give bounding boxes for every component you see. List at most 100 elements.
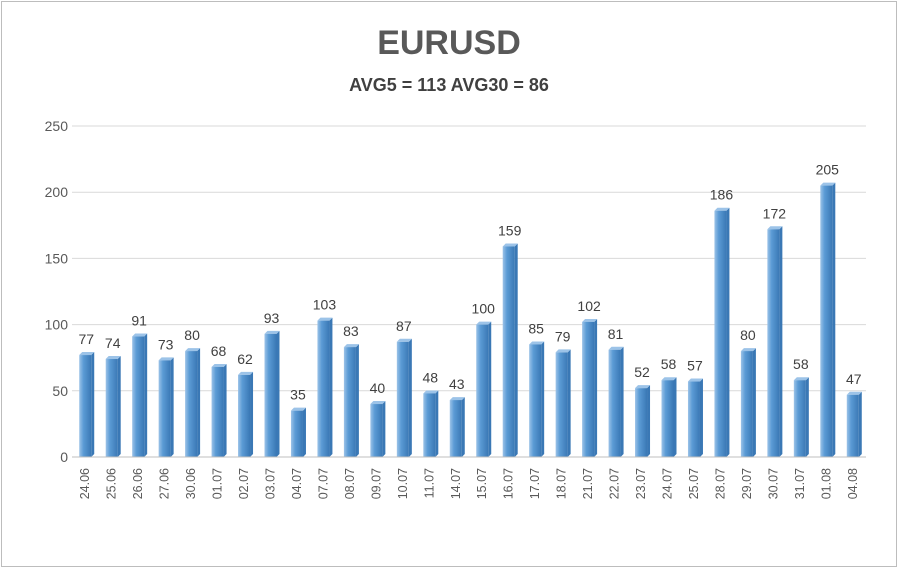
data-label: 81 (608, 326, 624, 342)
x-tick-label: 25.06 (105, 468, 119, 499)
x-tick-label: 08.07 (343, 468, 357, 499)
data-label: 80 (184, 327, 200, 343)
bar-side (408, 338, 412, 457)
bar-24.07 (661, 380, 674, 457)
bar-24.06 (79, 355, 92, 457)
x-tick-label: 01.07 (211, 468, 225, 499)
bar-top (79, 352, 95, 356)
data-label: 205 (816, 162, 840, 178)
bar-07.07 (317, 320, 330, 457)
chart-subtitle: AVG5 = 113 AVG30 = 86 (349, 75, 549, 95)
x-tick-label: 03.07 (264, 468, 278, 499)
x-tick-label: 04.07 (290, 468, 304, 499)
data-label: 85 (528, 320, 544, 336)
y-tick-label: 0 (60, 449, 68, 465)
bar-side (382, 401, 386, 457)
bar-side (223, 363, 227, 457)
bar-top (476, 321, 492, 325)
bar-02.07 (238, 374, 251, 457)
bar-side (858, 391, 862, 457)
bar-top (423, 390, 439, 394)
bar-top (211, 363, 227, 367)
bar-03.07 (264, 333, 277, 457)
bar-side (779, 226, 783, 457)
bar-top (846, 391, 862, 395)
data-label: 172 (763, 205, 787, 221)
bar-side (699, 378, 703, 457)
bar-side (302, 407, 306, 457)
x-tick-label: 04.08 (846, 468, 860, 499)
bar-side (514, 243, 518, 457)
data-label: 102 (577, 298, 601, 314)
data-label: 91 (131, 313, 147, 329)
x-tick-label: 15.07 (475, 468, 489, 499)
bar-top (185, 348, 201, 352)
bars (79, 182, 862, 457)
bar-side (752, 348, 756, 457)
bar-top (317, 317, 333, 321)
data-label: 93 (264, 310, 280, 326)
data-labels: 77 74 91 73 80 68 62 93 35 103 83 40 87 48 43 100 159 85 7… (78, 162, 861, 403)
y-tick-label: 50 (52, 383, 68, 399)
y-tick-label: 200 (45, 184, 69, 200)
x-tick-label: 09.07 (369, 468, 383, 499)
bar-10.07 (396, 341, 409, 457)
bar-top (370, 401, 386, 405)
x-tick-label: 16.07 (502, 468, 516, 499)
bar-side (594, 318, 598, 457)
bar-top (449, 397, 465, 401)
data-label: 103 (313, 297, 337, 313)
x-tick-label: 31.07 (793, 468, 807, 499)
x-tick-label: 17.07 (528, 468, 542, 499)
data-label: 100 (472, 301, 496, 317)
bar-top (264, 330, 280, 334)
bar-top (529, 341, 545, 345)
x-tick-label: 01.08 (819, 468, 833, 499)
data-label: 83 (343, 323, 359, 339)
data-label: 87 (396, 318, 412, 334)
bar-top (396, 338, 412, 342)
bar-30.07 (767, 229, 780, 457)
bar-11.07 (423, 393, 436, 457)
y-tick-label: 150 (45, 250, 69, 266)
x-tick-label: 14.07 (449, 468, 463, 499)
bar-22.07 (608, 349, 621, 457)
x-tick-label: 26.06 (131, 468, 145, 499)
data-label: 47 (846, 371, 862, 387)
data-label: 43 (449, 376, 465, 392)
x-tick-label: 11.07 (422, 468, 436, 498)
bar-04.07 (290, 410, 303, 457)
bar-23.07 (635, 388, 648, 457)
bar-top (290, 407, 306, 411)
x-tick-label: 18.07 (555, 468, 569, 499)
bar-side (461, 397, 465, 457)
data-label: 74 (105, 335, 121, 351)
bar-top (343, 344, 359, 348)
bar-01.08 (820, 185, 833, 457)
bar-top (767, 226, 783, 230)
data-label: 35 (290, 387, 306, 403)
bar-top (608, 346, 624, 350)
bar-side (170, 357, 174, 457)
axes: 0 50 100 150 200 250 24.06 25.06 26.06 27.06 30.06… (45, 118, 866, 499)
x-tick-label: 07.07 (316, 468, 330, 499)
bar-side (197, 348, 201, 457)
data-label: 58 (661, 356, 677, 372)
bar-side (329, 317, 333, 457)
data-label: 186 (710, 187, 734, 203)
x-tick-label: 23.07 (634, 468, 648, 499)
x-tick-label: 27.06 (158, 468, 172, 499)
bar-17.07 (529, 344, 542, 457)
bar-16.07 (502, 246, 515, 457)
data-label: 80 (740, 327, 756, 343)
bar-top (687, 378, 703, 382)
bar-31.07 (793, 380, 806, 457)
bar-top (740, 348, 756, 352)
bar-side (91, 352, 95, 457)
x-tick-label: 21.07 (581, 468, 595, 499)
data-label: 79 (555, 328, 571, 344)
x-tick-label: 24.06 (78, 468, 92, 499)
bar-top (132, 333, 148, 337)
